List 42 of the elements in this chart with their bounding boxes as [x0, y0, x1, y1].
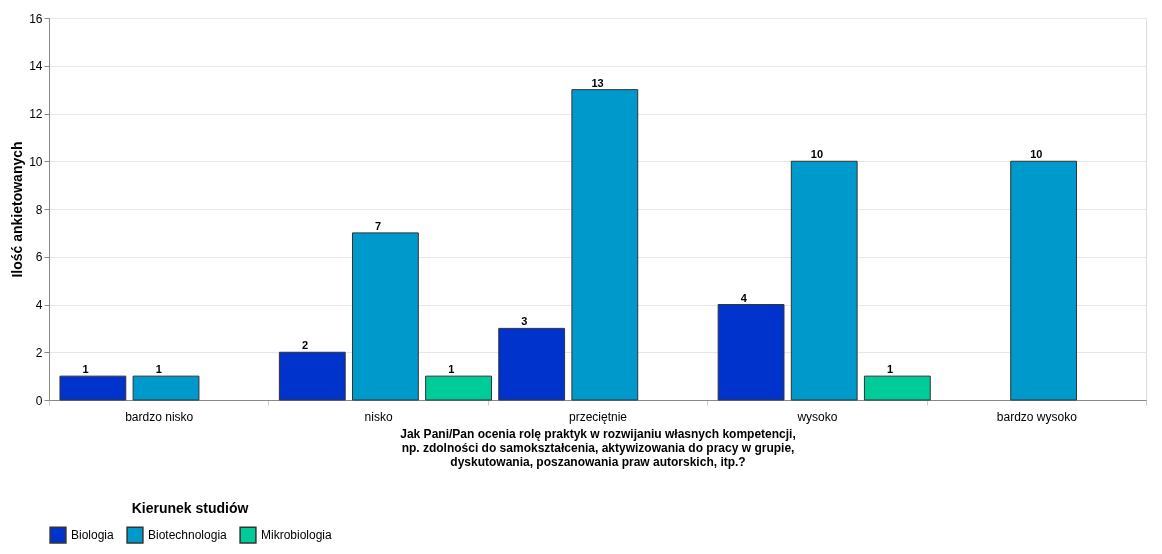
- x-tick-label: wysoko: [796, 409, 838, 424]
- data-label: 4: [740, 291, 748, 304]
- data-label: 1: [82, 363, 89, 376]
- y-axis-title: Ilość ankietowanych: [9, 141, 26, 278]
- bar: [863, 375, 931, 401]
- data-label: 1: [448, 363, 455, 376]
- y-tick-label: 10: [29, 154, 43, 169]
- bar: [132, 375, 200, 401]
- x-axis-title: Jak Pani/Pan ocenia rolę praktyk w rozwijaniu własnych kompetencji, np. zdolności do samokształcenia, aktywizowania do pracy w grupie, dyskutowania, poszanowania praw autorskich, itp.?: [400, 426, 796, 469]
- data-label: 3: [521, 315, 528, 328]
- y-tick-label: 2: [35, 345, 43, 360]
- x-tick-label: przeciętnie: [568, 409, 628, 424]
- bar: [278, 351, 346, 401]
- legend-label: Biologia: [71, 528, 115, 543]
- x-tick-label: nisko: [364, 409, 393, 424]
- bar: [717, 304, 785, 401]
- y-tick-label: 14: [29, 59, 43, 74]
- y-tick-label: 8: [35, 202, 43, 217]
- legend-title: Kierunek studiów: [131, 500, 249, 516]
- legend-label: Biotechnologia: [148, 528, 228, 543]
- bar: [498, 327, 566, 401]
- data-label: 10: [810, 148, 824, 161]
- data-label: 1: [155, 363, 162, 376]
- y-tick-label: 0: [35, 393, 43, 408]
- bar: [790, 160, 858, 401]
- y-tick-label: 16: [29, 11, 43, 26]
- y-tick-label: 6: [35, 250, 43, 265]
- bar: [352, 232, 419, 401]
- data-label: 13: [591, 76, 604, 89]
- x-tick-label: bardzo wysoko: [996, 409, 1078, 424]
- y-tick-label: 4: [35, 298, 43, 312]
- x-tick-label: bardzo nisko: [125, 409, 194, 424]
- legend-label: Mikrobiologia: [261, 528, 333, 543]
- data-label: 1: [886, 363, 894, 376]
- bar: [571, 89, 639, 401]
- data-label: 2: [301, 339, 309, 352]
- bar: [59, 375, 127, 401]
- data-label: 10: [1030, 148, 1043, 161]
- bar: [425, 375, 492, 401]
- bar: [1010, 160, 1078, 401]
- data-label: 7: [375, 219, 382, 232]
- y-tick-label: 12: [29, 107, 43, 121]
